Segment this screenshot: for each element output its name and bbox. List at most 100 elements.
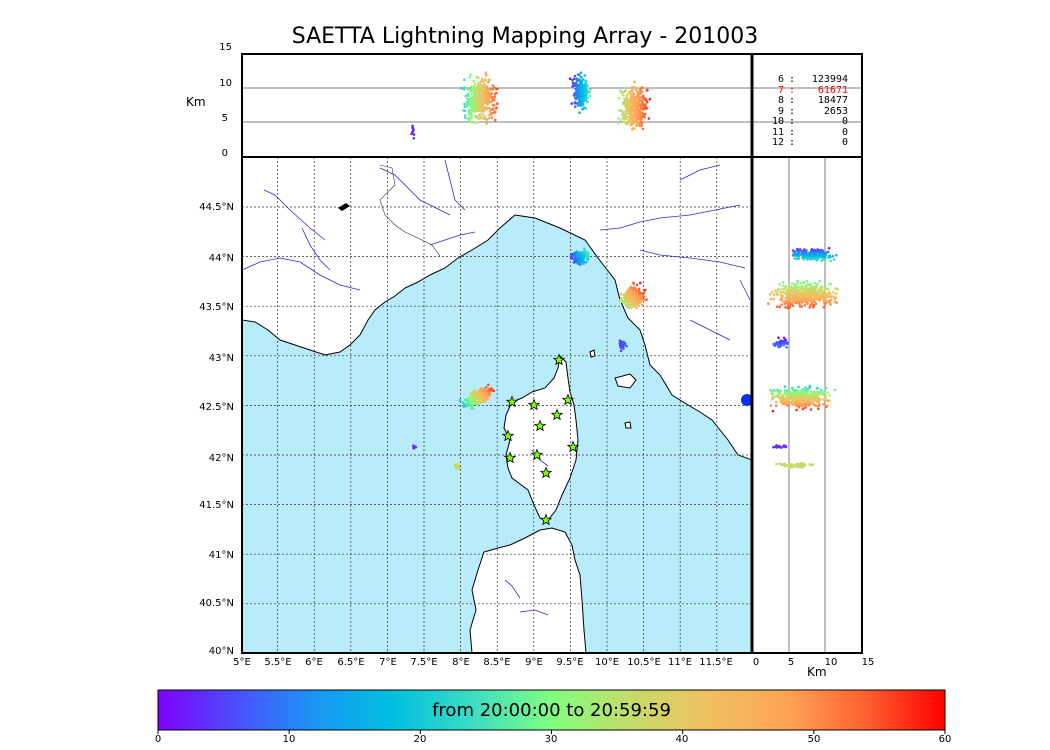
lightning-point <box>473 397 477 400</box>
altitude-point <box>493 95 497 99</box>
side-point <box>772 297 775 301</box>
side-xlabel: Km <box>807 665 827 679</box>
altitude-point <box>485 85 489 88</box>
lightning-point <box>635 300 639 304</box>
side-point <box>788 302 791 306</box>
side-point <box>798 303 801 306</box>
side-point <box>830 295 833 299</box>
side-point <box>795 408 798 412</box>
side-point <box>771 409 775 413</box>
altitude-point <box>637 111 641 115</box>
side-point <box>790 303 794 306</box>
altitude-point <box>496 87 499 91</box>
lightning-point <box>466 399 470 402</box>
side-point <box>804 285 807 288</box>
side-point <box>824 394 828 398</box>
lightning-point <box>633 304 636 308</box>
altitude-point <box>642 113 646 116</box>
side-point <box>802 298 806 302</box>
altitude-point <box>493 93 497 96</box>
altitude-point <box>486 88 489 91</box>
lightning-point <box>639 291 642 295</box>
side-point <box>818 279 822 283</box>
altitude-point <box>582 93 585 97</box>
side-point <box>782 397 785 400</box>
lightning-point <box>626 303 630 306</box>
side-point <box>778 462 781 465</box>
side-point <box>808 295 811 298</box>
side-point <box>795 464 799 468</box>
lightning-point <box>457 465 461 468</box>
side-point <box>805 300 808 304</box>
altitude-point <box>579 97 583 100</box>
altitude-panel <box>242 54 752 157</box>
station-stat-row: 8: 18477 <box>760 95 848 107</box>
altitude-point <box>624 122 628 126</box>
lightning-point <box>625 300 629 304</box>
altitude-point <box>482 89 486 92</box>
side-point <box>781 340 784 344</box>
altitude-point <box>638 99 642 102</box>
station-stat-v: 0 <box>841 116 848 127</box>
altitude-point <box>473 121 476 125</box>
altitude-point <box>622 120 626 124</box>
side-point <box>816 282 819 286</box>
lightning-point <box>577 253 581 256</box>
altitude-point <box>625 94 628 98</box>
altitude-point <box>570 102 573 105</box>
altitude-point <box>571 78 574 82</box>
altitude-point <box>640 87 643 90</box>
lightning-point <box>492 389 496 393</box>
lightning-point <box>472 399 476 403</box>
side-point <box>835 253 838 257</box>
altitude-point <box>486 93 490 97</box>
lightning-point <box>576 251 579 255</box>
altitude-point <box>575 79 579 83</box>
side-point <box>815 258 818 261</box>
lightning-point <box>618 339 622 343</box>
side-point <box>780 299 783 302</box>
side-point <box>828 399 831 402</box>
altitude-point <box>622 102 625 106</box>
altitude-point <box>640 111 644 115</box>
lightning-point <box>469 392 472 395</box>
station-stats: 6: 123994 7: 61671 8: 18477 9: 2653 10: 0 11: 0 12: 0 <box>760 74 848 149</box>
side-point <box>822 305 826 309</box>
side-point <box>808 306 811 309</box>
lightning-point <box>619 349 623 353</box>
station-marker <box>527 398 541 411</box>
altitude-point <box>625 104 628 107</box>
river <box>444 159 466 211</box>
altitude-point <box>470 92 474 96</box>
altitude-point <box>487 106 491 110</box>
altitude-point <box>574 105 577 109</box>
lightning-point <box>577 256 580 260</box>
altitude-point <box>468 108 472 112</box>
lightning-point <box>633 297 636 301</box>
side-point <box>783 385 787 388</box>
side-point <box>794 287 798 291</box>
side-point <box>787 390 791 394</box>
side-point <box>802 288 805 291</box>
river <box>379 167 451 216</box>
side-point <box>791 249 795 252</box>
colorbar <box>157 689 946 731</box>
altitude-point <box>586 84 589 87</box>
side-point <box>816 398 820 402</box>
side-point <box>775 446 779 449</box>
altitude-point <box>573 92 576 95</box>
side-point <box>785 346 788 349</box>
side-point <box>774 404 778 408</box>
side-point <box>791 403 794 406</box>
altitude-point <box>492 86 496 89</box>
side-point <box>793 465 796 468</box>
altitude-ylabel: Km <box>186 95 206 109</box>
side-point <box>806 400 810 404</box>
side-point <box>827 287 830 291</box>
lat-label: 40.5°N <box>199 598 234 609</box>
altitude-point <box>573 74 577 78</box>
side-point <box>788 297 792 301</box>
lon-label: 9°E <box>525 657 543 668</box>
side-point <box>804 297 808 301</box>
